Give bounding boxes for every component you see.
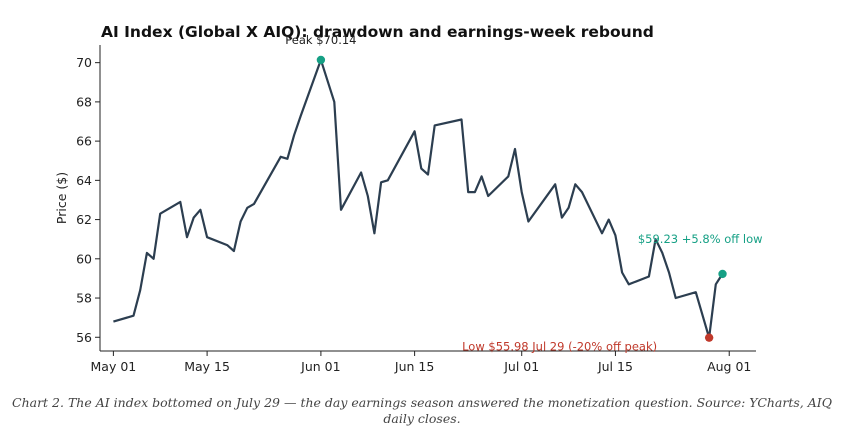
- plot-area: 56 58 60 62 64 66 68 70 May 01 May 15 Jun 01 Jun 1…: [76, 33, 762, 374]
- chart-caption: Chart 2. The AI index bottomed on July 2…: [12, 395, 832, 426]
- price-chart: AI Index (Global X AIQ): drawdown and ea…: [54, 23, 763, 374]
- annotation-markers: Peak $70.14 Low $55.98 Jul 29 (-20% off p…: [285, 33, 762, 354]
- y-tick-label: 62: [76, 212, 92, 227]
- x-tick-label: May 15: [184, 359, 230, 374]
- x-tick-label: Jun 15: [394, 359, 434, 374]
- marker-label-1: Low $55.98 Jul 29 (-20% off peak): [462, 340, 657, 354]
- marker-label-2: $59.23 +5.8% off low: [638, 232, 763, 246]
- marker-label-0: Peak $70.14: [285, 33, 356, 47]
- price-series-line: [113, 58, 724, 339]
- y-tick-label: 70: [76, 55, 92, 70]
- y-tick-label: 64: [76, 173, 92, 188]
- chart-title: AI Index (Global X AIQ): drawdown and ea…: [101, 23, 654, 41]
- marker-point-1: [704, 333, 714, 342]
- x-tick-label: Jun 01: [300, 359, 340, 374]
- y-tick-label: 68: [76, 94, 92, 109]
- x-tick-label: Jul 15: [597, 359, 633, 374]
- x-tick-label: May 01: [91, 359, 137, 374]
- marker-point-2: [718, 269, 727, 279]
- x-ticks: May 01 May 15 Jun 01 Jun 15 Jul 01 Jul 15 Aug …: [91, 351, 751, 374]
- y-ticks: 56 58 60 62 64 66 68 70: [76, 55, 100, 345]
- y-tick-label: 56: [76, 330, 92, 345]
- y-axis-label: Price ($): [54, 172, 69, 224]
- y-tick-label: 60: [76, 251, 92, 266]
- y-tick-label: 66: [76, 134, 92, 149]
- x-tick-label: Aug 01: [707, 359, 751, 374]
- y-tick-label: 58: [76, 291, 92, 306]
- x-tick-label: Jul 01: [503, 359, 539, 374]
- marker-point-0: [316, 55, 326, 65]
